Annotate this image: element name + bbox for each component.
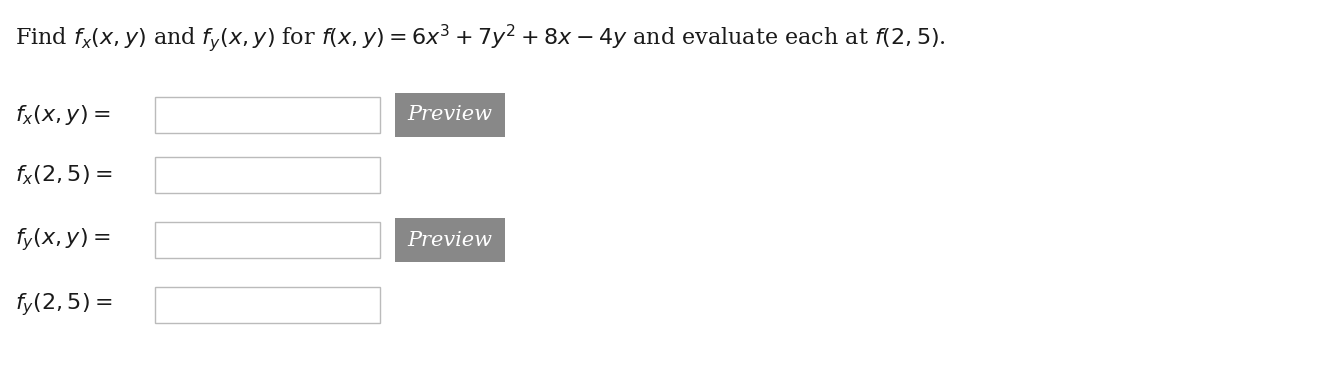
FancyBboxPatch shape bbox=[156, 157, 380, 193]
FancyBboxPatch shape bbox=[156, 97, 380, 133]
Text: $f_x(2, 5) =$: $f_x(2, 5) =$ bbox=[15, 163, 112, 187]
Text: Preview: Preview bbox=[407, 230, 492, 249]
Text: $f_y(2, 5) =$: $f_y(2, 5) =$ bbox=[15, 291, 112, 319]
Text: Preview: Preview bbox=[407, 105, 492, 125]
Text: $f_y(x, y) =$: $f_y(x, y) =$ bbox=[15, 227, 110, 253]
FancyBboxPatch shape bbox=[395, 218, 505, 262]
FancyBboxPatch shape bbox=[395, 93, 505, 137]
Text: $f_x(x, y) =$: $f_x(x, y) =$ bbox=[15, 103, 110, 127]
FancyBboxPatch shape bbox=[156, 287, 380, 323]
FancyBboxPatch shape bbox=[156, 222, 380, 258]
Text: Find $f_x(x, y)$ and $f_y(x, y)$ for $f(x, y) = 6x^3 + 7y^2 + 8x - 4y$ and evalu: Find $f_x(x, y)$ and $f_y(x, y)$ for $f(… bbox=[15, 22, 946, 54]
